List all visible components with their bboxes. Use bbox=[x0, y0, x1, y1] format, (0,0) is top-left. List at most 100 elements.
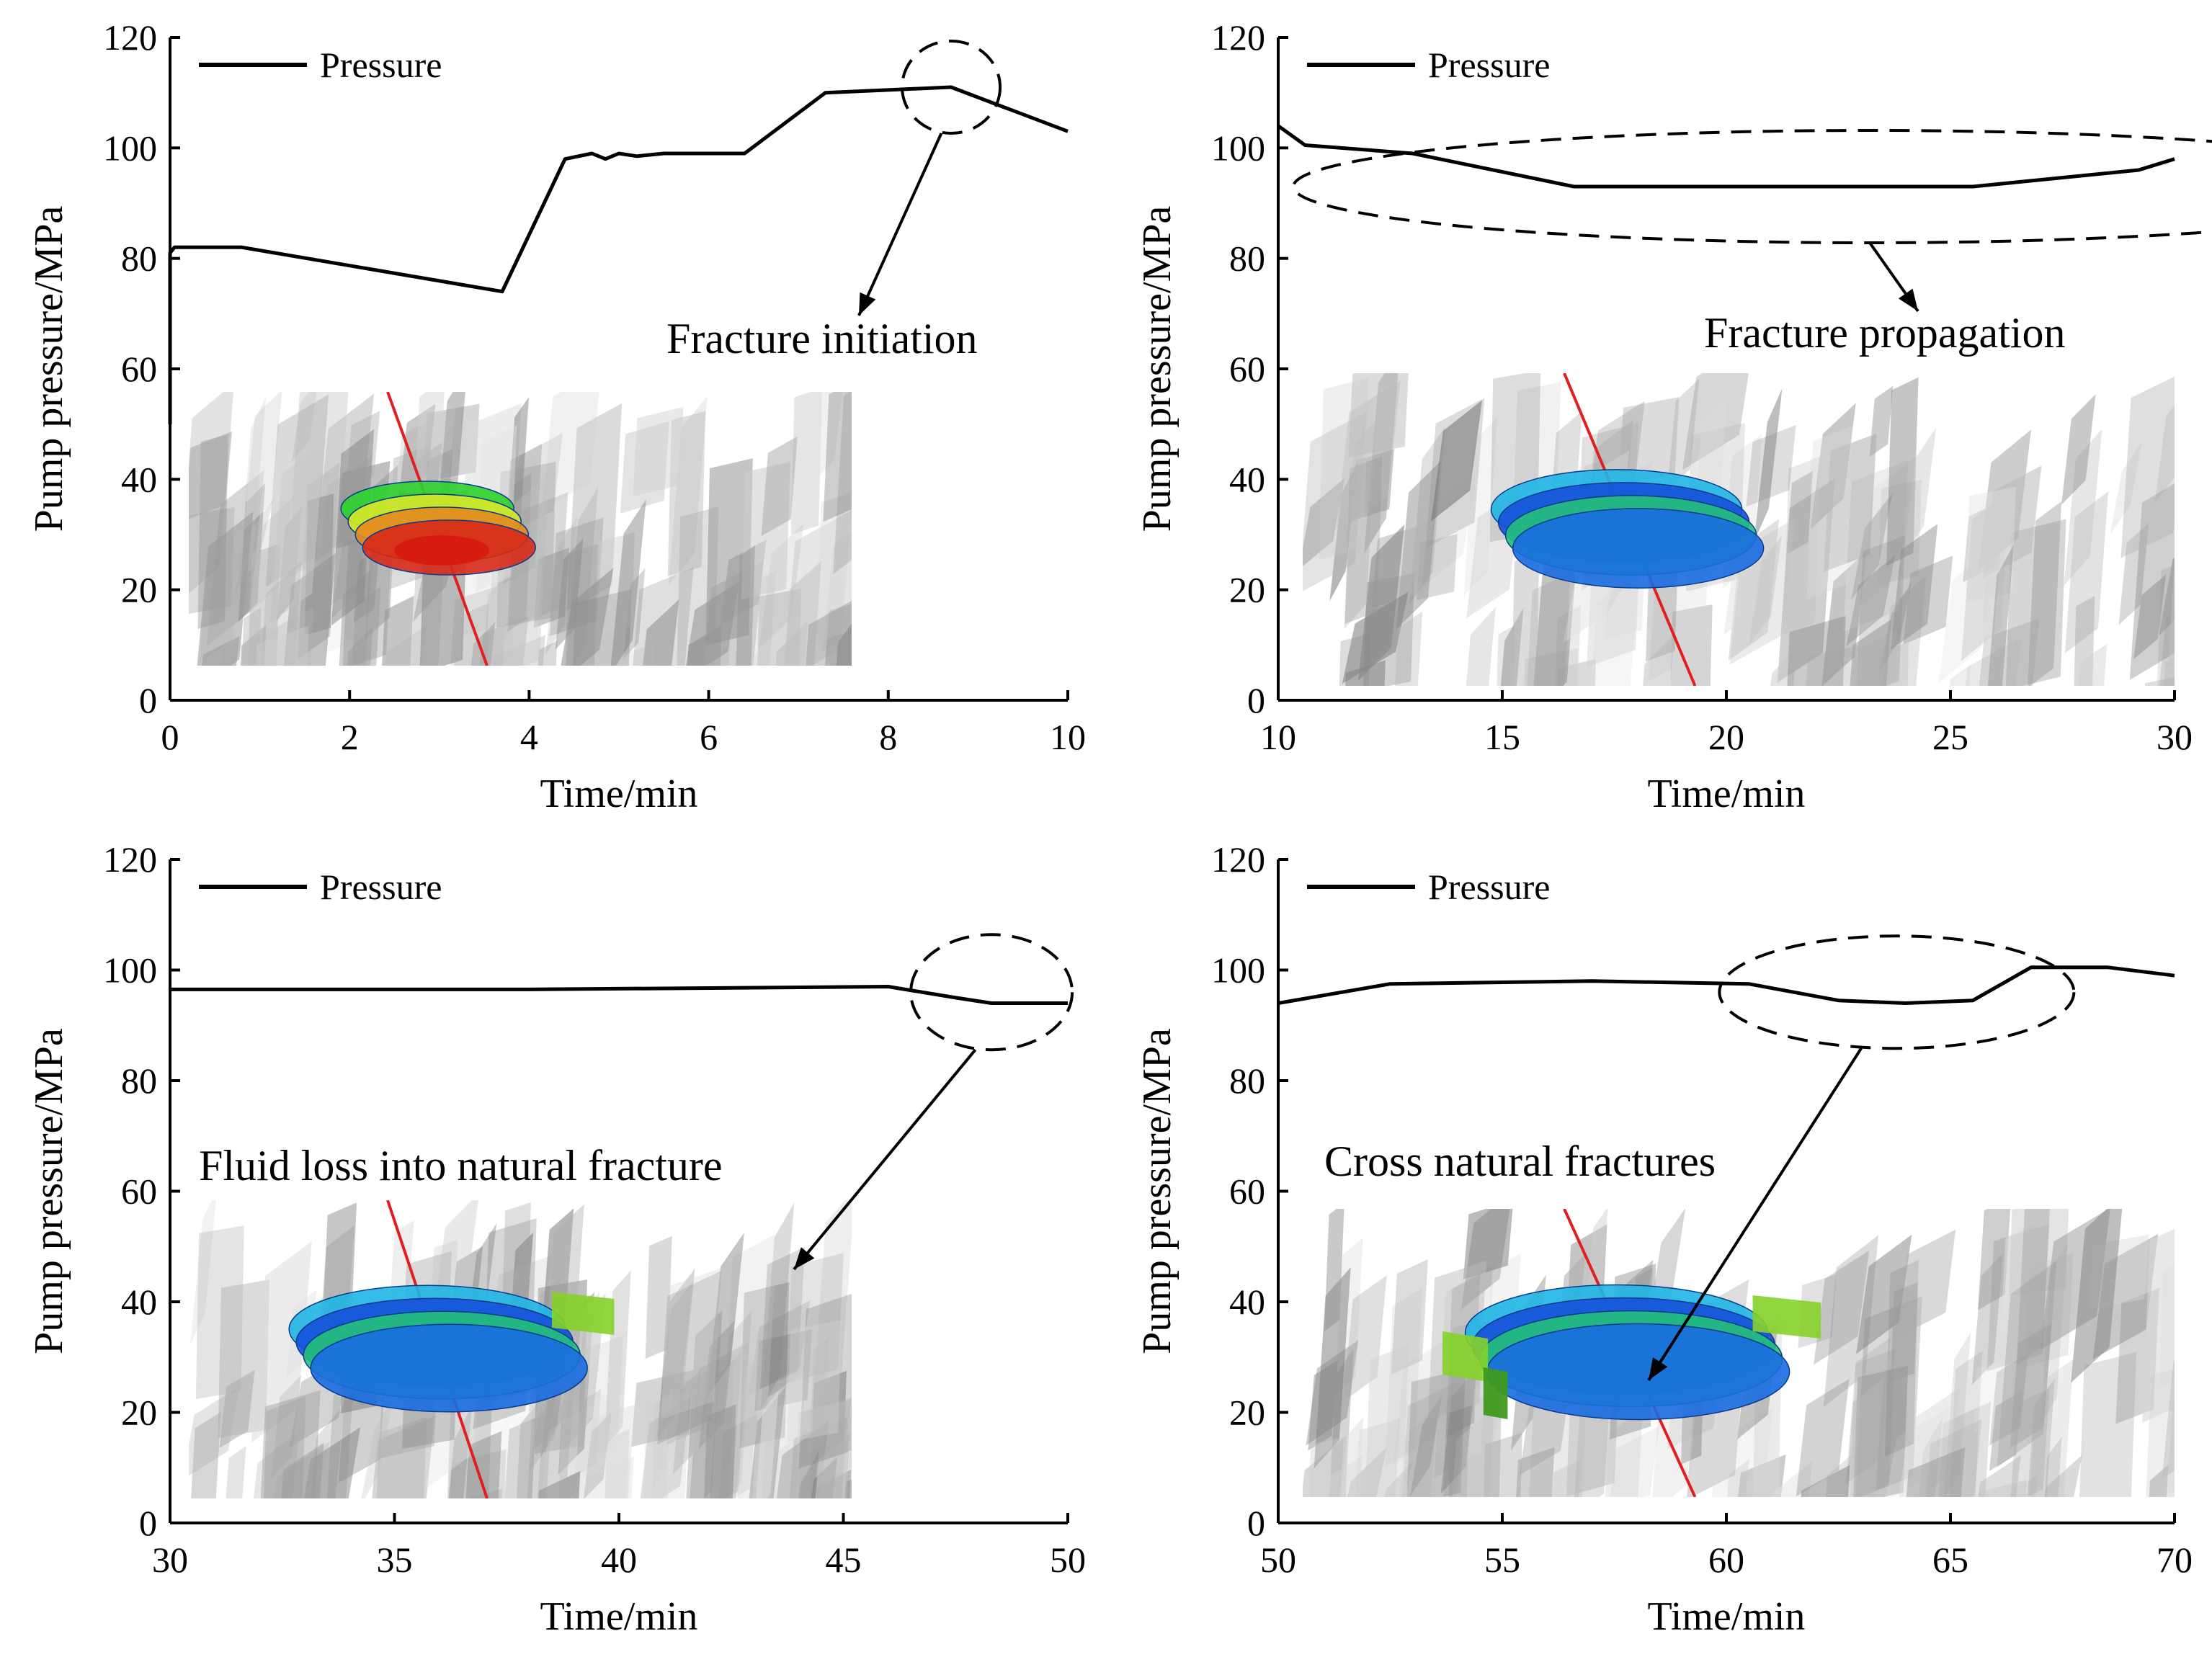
natural-fracture bbox=[1777, 478, 1835, 683]
y-tick-label: 40 bbox=[121, 1282, 157, 1322]
natural-fracture bbox=[1826, 1455, 1852, 1497]
legend-label: Pressure bbox=[1428, 45, 1550, 85]
x-tick-label: 15 bbox=[1484, 717, 1520, 757]
natural-fracture bbox=[1783, 456, 1820, 635]
natural-fracture bbox=[1903, 555, 1953, 645]
natural-fracture bbox=[2016, 1209, 2050, 1367]
annotation-label: Fluid loss into natural fracture bbox=[199, 1142, 723, 1189]
annotation-arrow bbox=[1647, 1047, 1863, 1382]
natural-fracture bbox=[659, 1281, 694, 1408]
y-tick-label: 120 bbox=[103, 839, 157, 880]
natural-fracture bbox=[1806, 426, 1853, 600]
natural-fracture bbox=[271, 1375, 301, 1479]
natural-fracture bbox=[1347, 1447, 1388, 1497]
natural-fracture bbox=[241, 607, 262, 666]
natural-fracture bbox=[1512, 553, 1540, 686]
natural-fracture bbox=[1329, 463, 1358, 602]
natural-fracture bbox=[2110, 441, 2142, 535]
natural-fracture bbox=[672, 1370, 701, 1475]
natural-fracture bbox=[2078, 644, 2108, 686]
natural-fracture bbox=[509, 432, 563, 535]
natural-fracture bbox=[382, 595, 414, 666]
natural-fracture bbox=[1406, 1369, 1466, 1497]
natural-fracture bbox=[226, 1446, 246, 1498]
natural-fracture bbox=[1422, 473, 1477, 588]
natural-fracture bbox=[2044, 1437, 2062, 1497]
natural-fracture bbox=[1711, 1407, 1773, 1497]
natural-fracture bbox=[1925, 1418, 1982, 1497]
x-tick-label: 65 bbox=[1932, 1540, 1968, 1580]
natural-fracture bbox=[1344, 419, 1377, 630]
natural-fracture bbox=[1303, 478, 1345, 567]
natural-fracture bbox=[479, 615, 529, 666]
natural-fracture bbox=[361, 1395, 394, 1498]
natural-fracture bbox=[1314, 1266, 1351, 1469]
arrow-head bbox=[794, 1247, 815, 1269]
natural-fracture bbox=[623, 568, 646, 660]
natural-fracture bbox=[1384, 1461, 1412, 1497]
natural-fracture bbox=[2133, 574, 2167, 660]
natural-fracture bbox=[1772, 1461, 1813, 1497]
series-line-pressure bbox=[1277, 965, 2175, 1005]
natural-fracture bbox=[1971, 1253, 2004, 1385]
x-tick-label: 8 bbox=[879, 717, 897, 757]
natural-fracture bbox=[1977, 1209, 2011, 1310]
natural-fracture bbox=[786, 1253, 844, 1383]
natural-fracture bbox=[1643, 634, 1674, 686]
natural-fracture bbox=[1336, 380, 1401, 528]
natural-fracture bbox=[190, 1200, 216, 1345]
natural-fracture bbox=[1484, 1433, 1522, 1497]
natural-fracture bbox=[642, 599, 679, 666]
chart-panel-c: 0 20 40 60 80 100 120 30 35 40 45 50 Time/min Pump pr… bbox=[27, 839, 1086, 1639]
natural-fracture bbox=[666, 1370, 711, 1445]
natural-fracture bbox=[2071, 1209, 2123, 1383]
legend-label: Pressure bbox=[320, 45, 442, 85]
natural-fracture bbox=[1303, 1435, 1347, 1497]
natural-fracture bbox=[533, 548, 570, 628]
natural-fracture bbox=[244, 392, 282, 530]
hydraulic-fracture-disc bbox=[1486, 1323, 1790, 1421]
natural-fracture bbox=[516, 1403, 537, 1498]
natural-fracture bbox=[538, 1470, 581, 1498]
natural-fracture bbox=[347, 626, 373, 666]
natural-fracture bbox=[1853, 1365, 1909, 1497]
natural-fracture bbox=[277, 506, 303, 622]
natural-fracture bbox=[1878, 643, 1909, 686]
natural-fracture bbox=[251, 1241, 312, 1443]
natural-fracture bbox=[1452, 1405, 1498, 1497]
natural-fracture bbox=[191, 1411, 221, 1498]
natural-fracture bbox=[812, 1200, 852, 1408]
y-tick-label: 40 bbox=[1229, 1282, 1265, 1322]
natural-fracture bbox=[645, 1236, 672, 1359]
natural-fracture bbox=[1557, 658, 1596, 686]
natural-fracture bbox=[1391, 1259, 1428, 1375]
natural-fracture bbox=[631, 1370, 694, 1447]
x-tick-label: 50 bbox=[1260, 1540, 1296, 1580]
series-line-pressure bbox=[170, 985, 1068, 1005]
natural-fracture bbox=[2145, 677, 2175, 686]
natural-fracture bbox=[1514, 382, 1561, 496]
natural-fracture bbox=[2163, 658, 2175, 686]
y-tick-label: 40 bbox=[121, 459, 157, 499]
natural-fracture bbox=[1351, 449, 1394, 522]
natural-fracture bbox=[2118, 522, 2149, 625]
natural-fracture bbox=[568, 1394, 610, 1480]
natural-fracture bbox=[2159, 557, 2175, 636]
natural-fracture bbox=[272, 1441, 330, 1498]
y-tick-label: 100 bbox=[1211, 950, 1265, 991]
natural-fracture bbox=[698, 1320, 735, 1449]
natural-fracture bbox=[1770, 645, 1798, 686]
natural-fracture bbox=[2014, 1475, 2038, 1497]
natural-fracture bbox=[542, 392, 599, 510]
natural-fracture bbox=[1402, 1378, 1465, 1497]
natural-fracture bbox=[754, 1329, 812, 1411]
natural-fracture bbox=[1365, 1344, 1409, 1497]
highlight-ellipse bbox=[1718, 934, 2076, 1050]
natural-fracture bbox=[1754, 388, 1783, 542]
natural-fracture bbox=[1345, 660, 1386, 686]
natural-fracture bbox=[1846, 555, 1896, 647]
natural-fracture bbox=[667, 411, 706, 576]
natural-fracture bbox=[1443, 1382, 1471, 1497]
natural-fracture bbox=[1978, 1455, 2021, 1497]
